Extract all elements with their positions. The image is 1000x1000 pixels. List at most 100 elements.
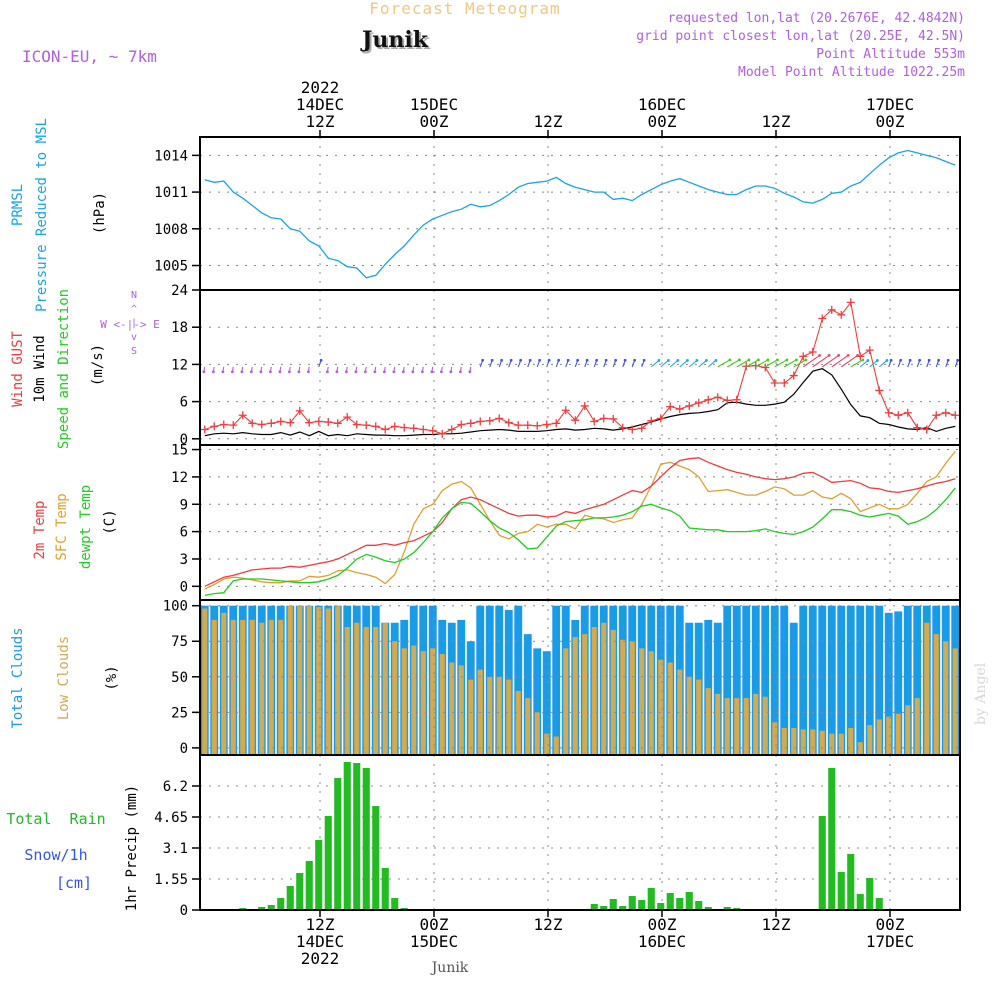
gust-marker [504,418,513,427]
wind-gust-line [204,301,956,435]
low-clouds-bar [392,641,398,755]
pressure-series [204,149,956,279]
wind-arrow-head [319,358,323,362]
wind-direction-arrow [755,359,769,368]
y-tick-label: 1008 [154,222,188,238]
rain-bar [666,893,674,910]
wind-arrow-head [856,354,860,357]
x-tick-label: 15DEC [410,95,458,114]
low-clouds-bar [373,627,379,755]
low-clouds-bar [629,641,635,755]
y-tick-label: 1005 [154,259,188,275]
wind-arrow-head [876,359,879,362]
low-clouds-bar [886,716,892,755]
sfc-temp-line [204,450,956,590]
low-clouds-bar [411,645,417,755]
rain-bar [334,778,342,910]
wind-arrow-head [927,358,931,362]
gust-marker [514,421,523,430]
low-clouds-bar [534,712,540,755]
gust-marker [837,310,846,319]
gust-marker [210,422,219,431]
gust-marker [808,348,817,356]
gust-marker [229,421,238,430]
wind-arrow-head [623,358,627,362]
rain-bar [267,905,275,910]
low-clouds-bar [249,619,255,755]
wind-series [200,298,960,438]
low-clouds-bar [487,676,493,755]
x-tick-label: 12Z [306,915,335,934]
wind-arrow-head [392,370,396,374]
wind-arrow-head [325,370,329,374]
low-clouds-bar [278,619,284,755]
x-tick-label: 00Z [420,915,449,934]
rain-bar [372,806,380,910]
low-clouds-bar [610,629,616,755]
outer-frame [199,136,961,911]
y-tick-label: 1.55 [154,872,188,888]
wind-arrow-head [642,358,646,362]
low-clouds-bar [857,742,863,755]
low-clouds-bar [648,651,654,755]
gust-marker [723,396,732,405]
wind-arrow-head [585,358,589,362]
clouds-grid [200,600,960,755]
low-clouds-bar [838,733,844,755]
temp-y-ticks: 0 3 6 9 12 15 [171,443,200,595]
compass-ns-glyph: v [131,332,137,343]
compass-ns-glyph: | [131,318,137,329]
wind-y-ticks: 0 6 12 18 24 [171,283,200,448]
y-tick-label: 18 [171,320,188,336]
rain-bar [704,907,712,910]
wind-arrow-head [382,370,386,374]
wind-direction-arrow [840,354,858,368]
total-clouds-bar [542,651,551,755]
rain-bar [856,894,864,910]
y-tick-label: 1014 [154,148,188,164]
rain-bar [828,768,836,910]
total-clouds-bar [761,605,770,755]
low-clouds-bar [734,698,740,755]
low-clouds-bar [430,648,436,755]
gust-marker [704,395,713,404]
rain-bar [847,854,855,910]
wind-arrow-head [885,359,889,362]
total-clouds-bar [780,605,789,755]
gust-marker [485,416,494,425]
low-clouds-bar [924,622,930,755]
panel-frames [199,136,961,911]
wind-arrow-head [202,370,206,374]
wind-direction-arrow [774,359,788,368]
rain-bar [315,840,323,910]
wind-arrow-head [211,370,215,374]
low-clouds-bar [620,639,626,755]
gust-marker [780,379,789,387]
low-clouds-bar [743,698,749,755]
wind-direction-arrow [812,354,830,368]
rain-bar [600,906,608,910]
low-clouds-bar [819,730,825,755]
wind-arrow-head [344,370,348,374]
wind-arrow-head [866,359,870,362]
gust-marker [457,420,466,429]
low-clouds-bar [572,636,578,755]
y-tick-label: 50 [171,670,188,686]
wind-arrow-head [439,370,443,374]
gust-marker [219,420,228,429]
wind-direction-arrow [878,360,888,368]
y-tick-label: 3 [180,552,188,568]
requested-coords: requested lon,lat (20.2676E, 42.4842N) [668,11,965,26]
gust-marker [314,417,323,426]
wind-arrow-head [249,370,253,374]
total-clouds-bar [856,605,865,755]
footer-location: Junik [430,960,469,976]
wind-arrow-head [956,358,960,362]
gust-marker [352,420,361,429]
total-clouds-bar [533,648,542,755]
y-tick-label: 6 [180,525,188,541]
wind-arrow-head [667,359,670,362]
low-clouds-bar [867,725,873,755]
rain-bar [875,898,883,910]
wind-arrow-head [458,370,462,374]
